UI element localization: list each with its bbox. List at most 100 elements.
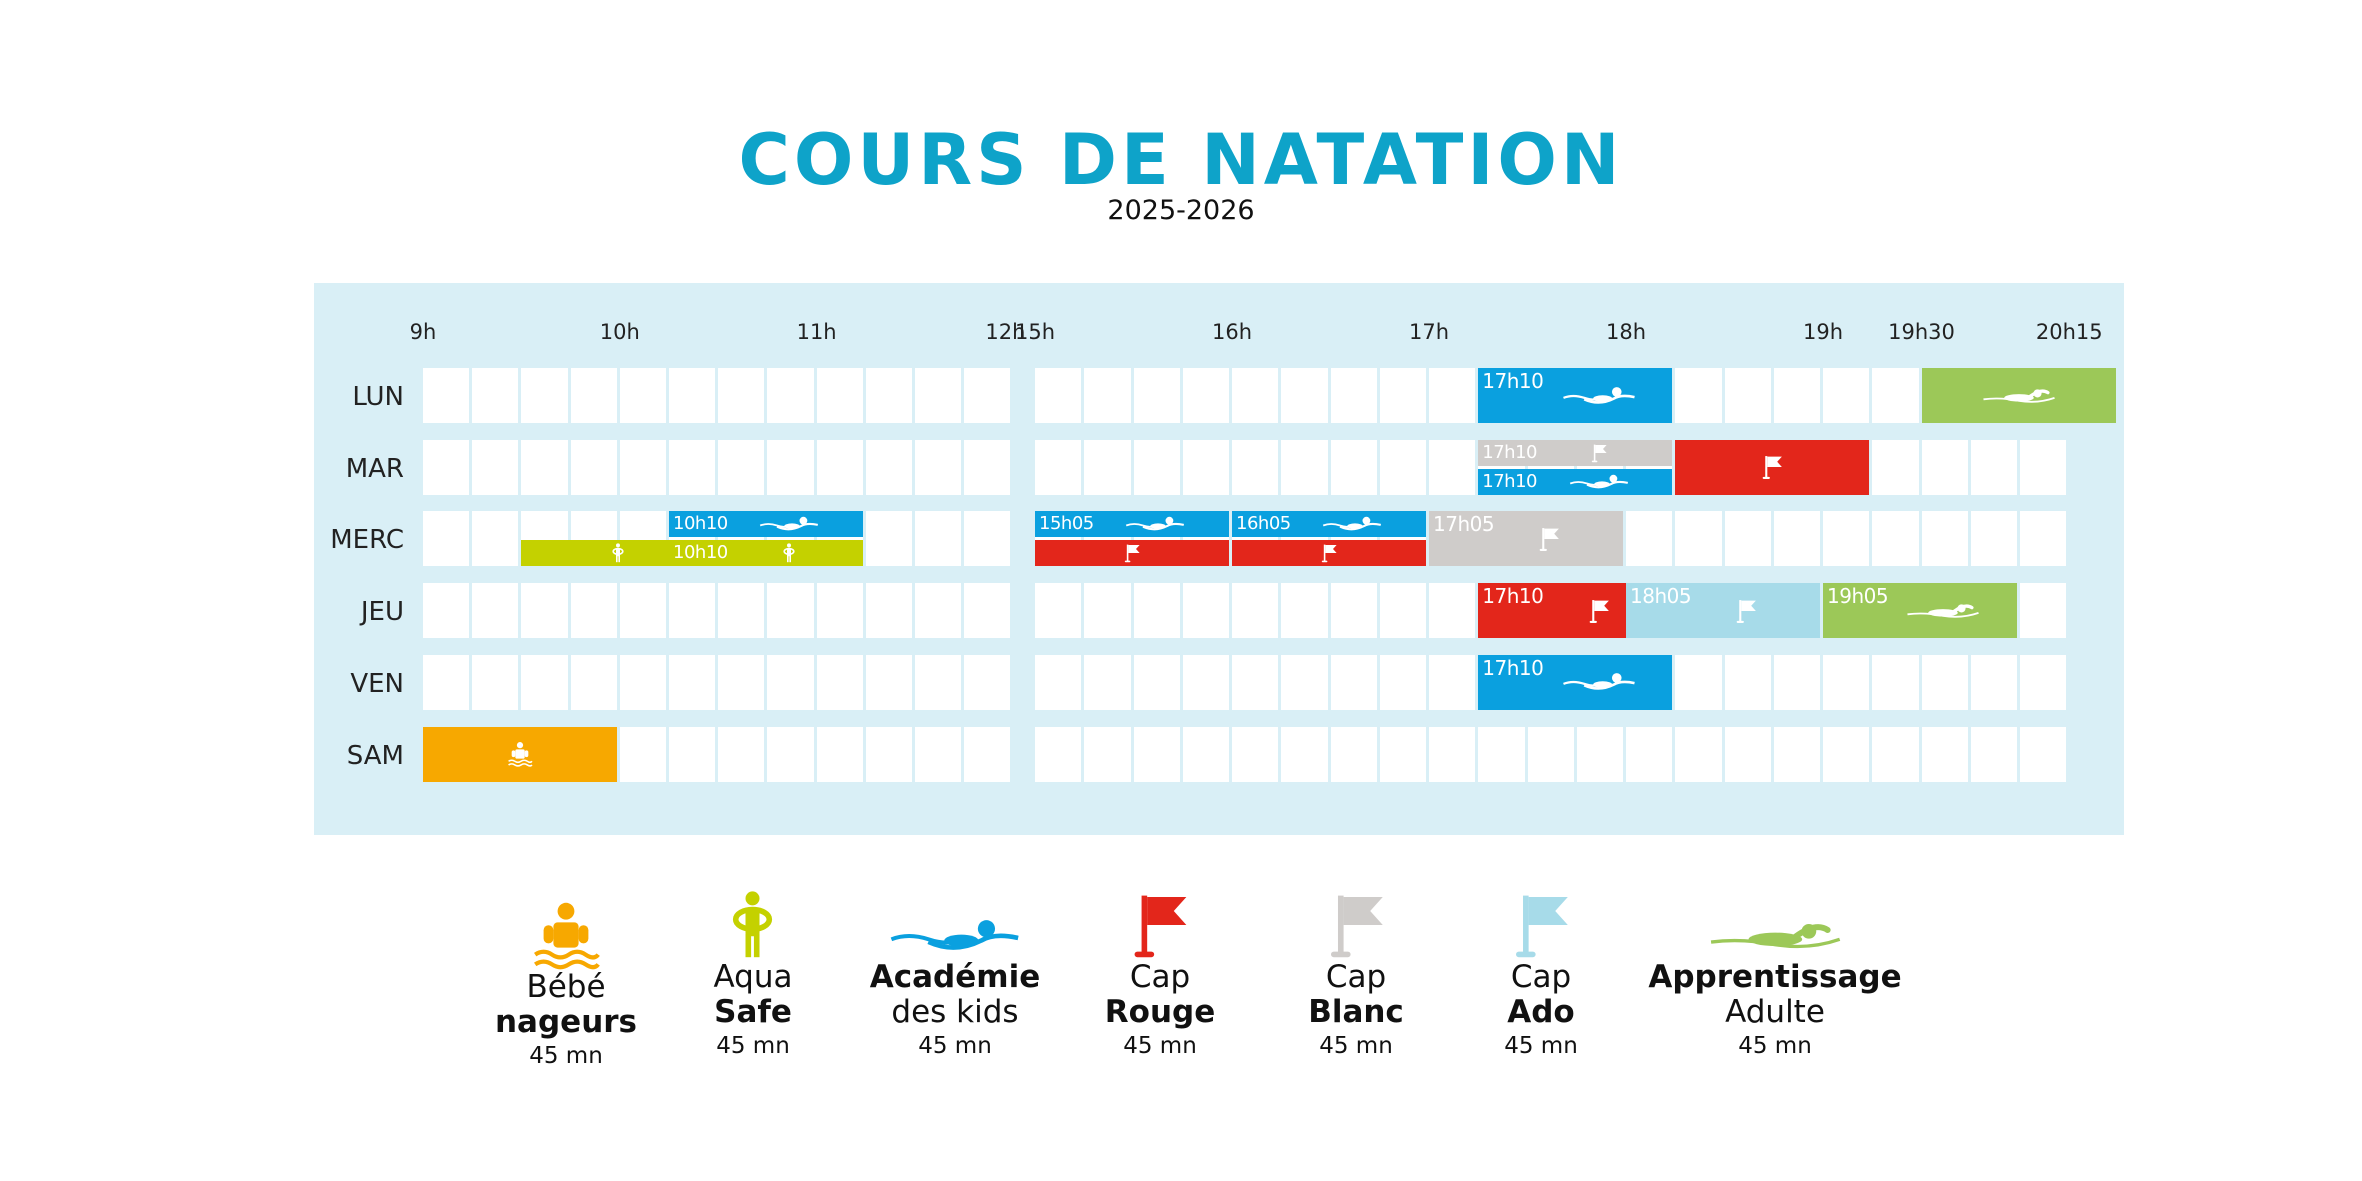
grid-cell [570,368,617,423]
grid-cell [1773,368,1820,423]
grid-cell [1675,654,1722,710]
day-label-lun: LUN [352,382,404,412]
legend-item: Cap Rouge 45 mn [1105,880,1215,1062]
grid-cell [1527,726,1574,782]
session-block-academie[interactable]: 16h05 [1232,511,1426,538]
grid-cell [2020,654,2067,710]
red-flag-icon [1124,544,1140,563]
session-block-academie[interactable]: 17h10 [1478,654,1673,710]
grid-cell [1133,583,1180,639]
grid-cell [1773,654,1820,710]
session-block-bebe[interactable] [423,726,617,782]
grid-cell [816,439,863,495]
grid-cell [1429,654,1476,710]
session-block-rouge[interactable] [1035,540,1229,567]
grid-cell [1182,726,1229,782]
session-block-aqua[interactable]: 10h10 [669,540,863,567]
grid-cell [718,439,765,495]
grid-cell [1035,368,1082,423]
session-time: 10h10 [673,513,728,535]
session-block-ado[interactable]: 18h05 [1626,583,1820,639]
grid-cell [915,511,962,567]
session-block-blanc[interactable]: 17h10 [1478,439,1673,466]
session-block-academie[interactable]: 15h05 [1035,511,1229,538]
grid-cell [1823,368,1870,423]
time-label: 18h [1605,320,1647,344]
grid-cell [472,511,519,567]
red-flag-icon [1589,599,1609,623]
grid-cell [1921,439,1968,495]
grid-cell [964,368,1011,423]
aqua-safe-icon [612,543,624,563]
grid-cell [767,439,814,495]
aqua-safe-icon [783,543,795,563]
grid-cell [423,654,470,710]
grid-cell [964,654,1011,710]
grid-cell [1232,439,1279,495]
grid-cell [619,583,666,639]
grid-cell [1330,583,1377,639]
grid-cell [472,368,519,423]
session-block-rouge[interactable] [1232,540,1426,567]
legend-duration: 45 mn [1738,1033,1812,1059]
grid-cell [1281,368,1328,423]
grid-cell [1084,583,1131,639]
red-flag-icon [1762,456,1783,480]
grid-cell [1379,439,1426,495]
session-block-adulte[interactable]: 19h05 [1823,583,2017,639]
red-flag-icon [1134,895,1187,958]
grid-cell [1379,726,1426,782]
legend-line2: Blanc [1308,994,1404,1030]
legend-item: Aqua Safe 45 mn [714,880,792,1062]
session-block-blanc[interactable]: 17h05 [1429,511,1623,567]
white-flag-icon [1539,527,1560,551]
grid-cell [1232,726,1279,782]
grid-cell [816,654,863,710]
grid-cell [1576,726,1623,782]
time-label: 15h [1014,320,1056,344]
session-block-rouge[interactable] [1675,439,1870,495]
grid-cell [1379,583,1426,639]
baby-swimmer-icon [534,902,600,970]
grid-cell [570,654,617,710]
legend-item: Apprentissage Adulte 45 mn [1648,880,1902,1062]
grid-cell [2020,583,2067,639]
grid-cell [423,368,470,423]
grid-cell [1970,439,2017,495]
grid-cell [718,726,765,782]
session-block-adulte[interactable] [1921,368,2116,423]
grid-cell [1281,439,1328,495]
session-block-academie[interactable]: 10h10 [669,511,863,538]
grid-cell [1626,511,1673,567]
legend-duration: 45 mn [529,1043,603,1069]
grid-cell [767,583,814,639]
grid-cell [1232,583,1279,639]
legend-duration: 45 mn [716,1033,790,1059]
grid-cell [2020,726,2067,782]
session-block-academie[interactable]: 17h10 [1478,468,1673,495]
grid-cell [1970,726,2017,782]
grid-cell [865,439,912,495]
grid-cell [1675,511,1722,567]
grid-cell [1823,726,1870,782]
grid-cell [669,439,716,495]
time-label: 10h [599,320,640,344]
grid-cell [472,439,519,495]
session-block-academie[interactable]: 17h10 [1478,368,1673,423]
time-label: 16h [1211,320,1253,344]
grid-cell [1035,583,1082,639]
grid-cell [964,583,1011,639]
light-blue-flag-icon [1736,599,1757,623]
grid-cell [472,654,519,710]
grid-cell [521,368,568,423]
grid-cell [915,439,962,495]
grid-cell [1872,368,1919,423]
session-time: 17h10 [1482,441,1537,463]
grid-cell [669,726,716,782]
day-label-mar: MAR [345,453,404,484]
aqua-safe-icon [733,891,773,958]
grid-cell [718,368,765,423]
grid-cell [423,511,470,567]
grid-cell [2020,439,2067,495]
time-label: 20h15 [2035,320,2103,344]
